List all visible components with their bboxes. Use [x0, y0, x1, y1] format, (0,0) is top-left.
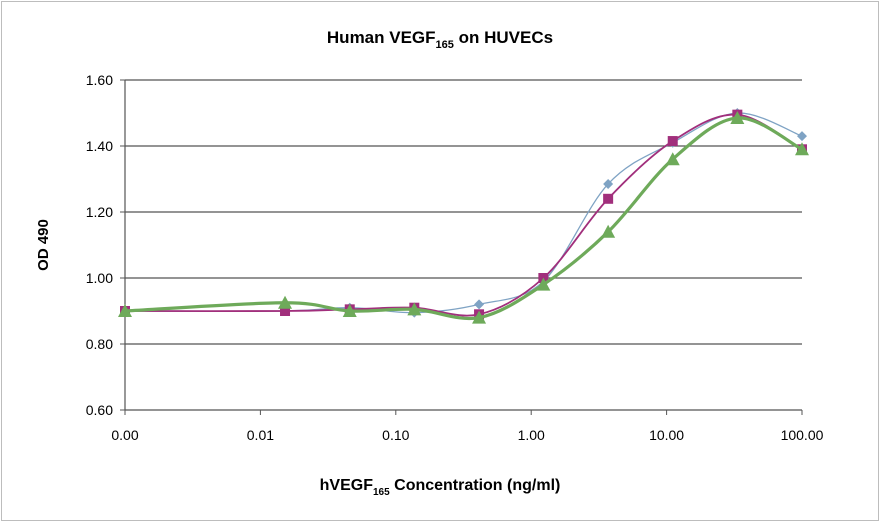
x-tick-label: 10.00	[649, 427, 684, 443]
data-point	[797, 131, 807, 142]
y-tick-label: 0.60	[86, 402, 113, 418]
data-point	[278, 295, 293, 309]
x-tick-label: 1.00	[518, 427, 545, 443]
data-point	[536, 277, 551, 291]
series-diamond	[120, 108, 807, 318]
chart-title: Human VEGF165 on HUVECs	[327, 28, 553, 51]
series-square	[120, 109, 807, 320]
x-axis-label: hVEGF165 Concentration (ng/ml)	[320, 477, 561, 498]
data-point	[118, 304, 132, 317]
data-point	[665, 152, 680, 166]
data-point	[795, 142, 809, 156]
data-point	[407, 302, 422, 316]
data-point	[730, 110, 745, 124]
data-point	[603, 193, 614, 204]
data-point	[667, 136, 678, 147]
data-point	[342, 304, 357, 317]
y-tick-label: 1.20	[86, 204, 113, 220]
data-point	[474, 299, 485, 310]
x-tick-label: 0.10	[382, 427, 409, 443]
data-point	[601, 224, 616, 238]
series-line	[124, 116, 803, 321]
data-point	[603, 178, 614, 189]
series-triangle	[118, 110, 809, 324]
series-line	[124, 112, 803, 314]
data-point	[472, 310, 487, 324]
y-tick-label: 0.80	[86, 336, 113, 352]
y-tick-label: 1.40	[86, 138, 113, 154]
x-tick-label: 0.00	[111, 427, 138, 443]
x-tick-label: 0.01	[247, 427, 274, 443]
y-axis-label: OD 490	[35, 219, 52, 271]
data-point	[280, 306, 291, 316]
y-tick-label: 1.60	[86, 72, 113, 88]
y-tick-label: 1.00	[86, 270, 113, 286]
x-tick-label: 100.00	[781, 427, 824, 443]
series-line	[124, 113, 803, 317]
